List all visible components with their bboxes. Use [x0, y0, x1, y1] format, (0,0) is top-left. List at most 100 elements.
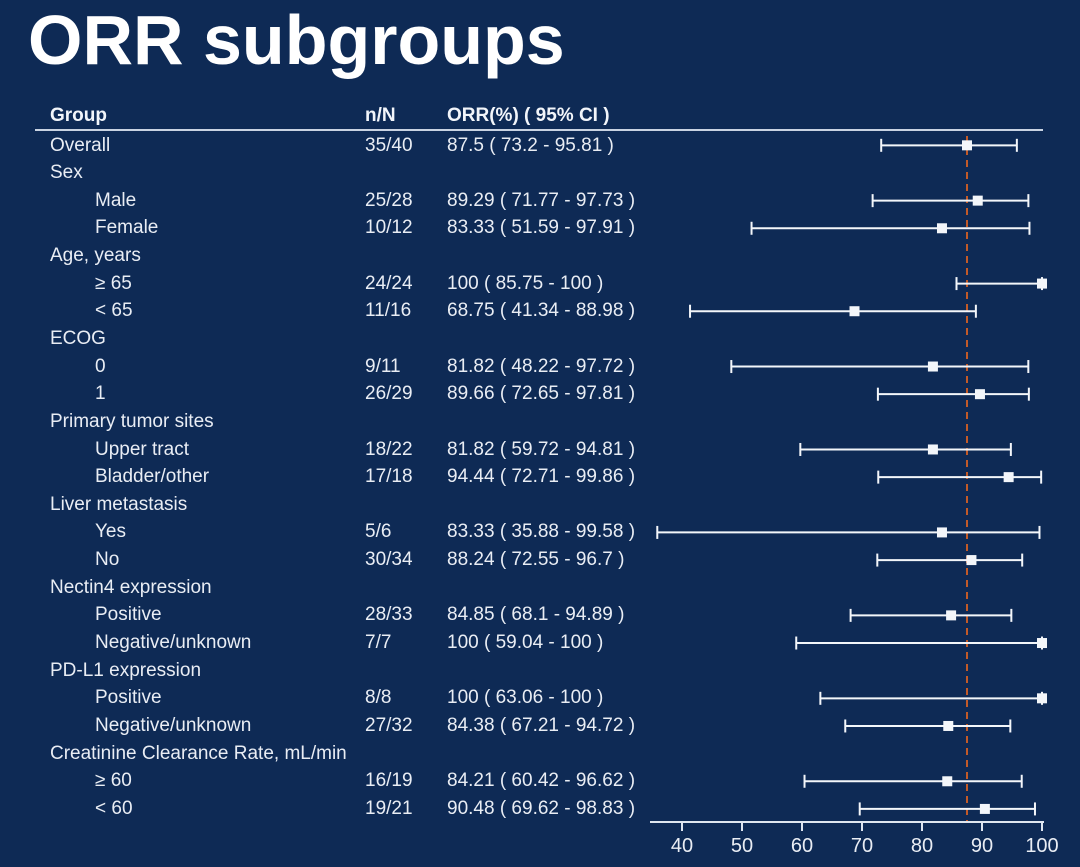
row-group-label: Creatinine Clearance Rate, mL/min [50, 742, 347, 764]
table-row: Female 10/12 83.33 ( 51.59 - 97.91 ) [35, 214, 655, 242]
forest-row [799, 442, 1012, 456]
row-orr-ci: 87.5 ( 73.2 - 95.81 ) [447, 134, 614, 156]
table-row: Negative/unknown 27/32 84.38 ( 67.21 - 94.… [35, 712, 655, 740]
forest-row [795, 636, 1047, 650]
point-marker [927, 361, 938, 372]
forest-row [849, 608, 1013, 622]
row-subgroup-label: ≥ 60 [95, 770, 132, 792]
point-marker [1037, 638, 1047, 649]
row-group-label: Nectin4 expression [50, 576, 212, 598]
table-row: Sex [35, 159, 655, 187]
table-row: < 60 19/21 90.48 ( 69.62 - 98.83 ) [35, 795, 655, 823]
forest-row [844, 719, 1012, 733]
table-row: Male 25/28 89.29 ( 71.77 - 97.73 ) [35, 187, 655, 215]
forest-row [656, 525, 1041, 539]
page-title: ORR subgroups [28, 1, 565, 79]
row-subgroup-label: Male [95, 189, 137, 211]
row-orr-ci: 81.82 ( 48.22 - 97.72 ) [447, 355, 636, 377]
table-row: Positive 8/8 100 ( 63.06 - 100 ) [35, 684, 655, 712]
table-row: Bladder/other 17/18 94.44 ( 72.71 - 99.86 … [35, 463, 655, 491]
row-orr-ci: 100 ( 63.06 - 100 ) [447, 687, 604, 709]
row-subgroup-label: Yes [95, 521, 126, 543]
row-orr-ci: 81.82 ( 59.72 - 94.81 ) [447, 438, 636, 460]
forest-row [803, 774, 1023, 788]
table-row: ≥ 65 24/24 100 ( 85.75 - 100 ) [35, 270, 655, 298]
row-orr-ci: 89.29 ( 71.77 - 97.73 ) [447, 189, 636, 211]
row-subgroup-label: Negative/unknown [95, 714, 252, 736]
row-subgroup-label: < 60 [95, 797, 133, 819]
table-row: < 65 11/16 68.75 ( 41.34 - 88.98 ) [35, 297, 655, 325]
table-row: ≥ 60 16/19 84.21 ( 60.42 - 96.62 ) [35, 767, 655, 795]
row-group-label: ECOG [50, 327, 106, 349]
point-marker [962, 140, 972, 151]
row-subgroup-label: Bladder/other [95, 466, 210, 488]
table-row: 1 26/29 89.66 ( 72.65 - 97.81 ) [35, 380, 655, 408]
column-header-group: Group [50, 105, 107, 126]
row-n-over-N: 30/34 [365, 549, 413, 571]
row-n-over-N: 8/8 [365, 687, 392, 709]
row-n-over-N: 18/22 [365, 438, 413, 460]
header-divider [35, 129, 1043, 131]
row-n-over-N: 17/18 [365, 466, 413, 488]
row-n-over-N: 7/7 [365, 632, 392, 654]
column-header-n-over-N: n/N [365, 105, 396, 126]
table-row: No 30/34 88.24 ( 72.55 - 96.7 ) [35, 546, 655, 574]
x-tick-label: 60 [791, 835, 813, 857]
point-marker [943, 720, 954, 731]
point-marker [1037, 278, 1047, 289]
row-n-over-N: 25/28 [365, 189, 413, 211]
point-marker [1003, 472, 1014, 483]
forest-row [880, 138, 1018, 152]
row-subgroup-label: Positive [95, 604, 162, 626]
row-n-over-N: 9/11 [365, 355, 401, 377]
forest-row [877, 470, 1043, 484]
row-orr-ci: 83.33 ( 35.88 - 99.58 ) [447, 521, 636, 543]
row-subgroup-label: Negative/unknown [95, 632, 252, 654]
row-orr-ci: 90.48 ( 69.62 - 98.83 ) [447, 797, 636, 819]
row-orr-ci: 100 ( 59.04 - 100 ) [447, 632, 604, 654]
row-subgroup-label: Upper tract [95, 438, 189, 460]
table-row: Liver metastasis [35, 491, 655, 519]
table-body: Overall 35/40 87.5 ( 73.2 - 95.81 ) Sex Male… [35, 132, 655, 823]
table-row: Positive 28/33 84.85 ( 68.1 - 94.89 ) [35, 601, 655, 629]
point-marker [946, 610, 957, 621]
x-tick-label: 80 [911, 835, 933, 857]
row-subgroup-label: No [95, 549, 120, 571]
forest-row [876, 553, 1024, 567]
table-row: PD-L1 expression [35, 657, 655, 685]
row-group-label: Primary tumor sites [50, 410, 214, 432]
row-group-label: Sex [50, 162, 83, 184]
row-subgroup-label: Positive [95, 687, 162, 709]
row-orr-ci: 84.85 ( 68.1 - 94.89 ) [447, 604, 625, 626]
point-marker [979, 803, 990, 814]
table-row: Primary tumor sites [35, 408, 655, 436]
row-orr-ci: 84.38 ( 67.21 - 94.72 ) [447, 714, 636, 736]
row-n-over-N: 26/29 [365, 383, 413, 405]
table-header: Group n/N ORR(%) ( 95% CI ) [35, 102, 1043, 129]
row-subgroup-label: 1 [95, 383, 106, 405]
row-subgroup-label: < 65 [95, 300, 133, 322]
row-orr-ci: 84.21 ( 60.42 - 96.62 ) [447, 770, 636, 792]
point-marker [966, 555, 977, 566]
row-n-over-N: 5/6 [365, 521, 392, 543]
row-orr-ci: 100 ( 85.75 - 100 ) [447, 272, 604, 294]
row-orr-ci: 88.24 ( 72.55 - 96.7 ) [447, 549, 625, 571]
row-group-label: Liver metastasis [50, 493, 188, 515]
row-n-over-N: 24/24 [365, 272, 413, 294]
row-orr-ci: 68.75 ( 41.34 - 88.98 ) [447, 300, 636, 322]
row-orr-ci: 94.44 ( 72.71 - 99.86 ) [447, 466, 636, 488]
row-n-over-N: 28/33 [365, 604, 413, 626]
forest-row [750, 221, 1031, 235]
x-tick-label: 40 [671, 835, 693, 857]
row-n-over-N: 19/21 [365, 797, 413, 819]
row-subgroup-label: Female [95, 217, 159, 239]
forest-row [955, 277, 1047, 291]
forest-row [858, 802, 1036, 816]
x-tick-label: 70 [851, 835, 873, 857]
row-n-over-N: 35/40 [365, 134, 413, 156]
row-group-label: Age, years [50, 245, 141, 267]
row-subgroup-label: ≥ 65 [95, 272, 132, 294]
forest-row [871, 194, 1030, 208]
point-marker [972, 195, 983, 206]
